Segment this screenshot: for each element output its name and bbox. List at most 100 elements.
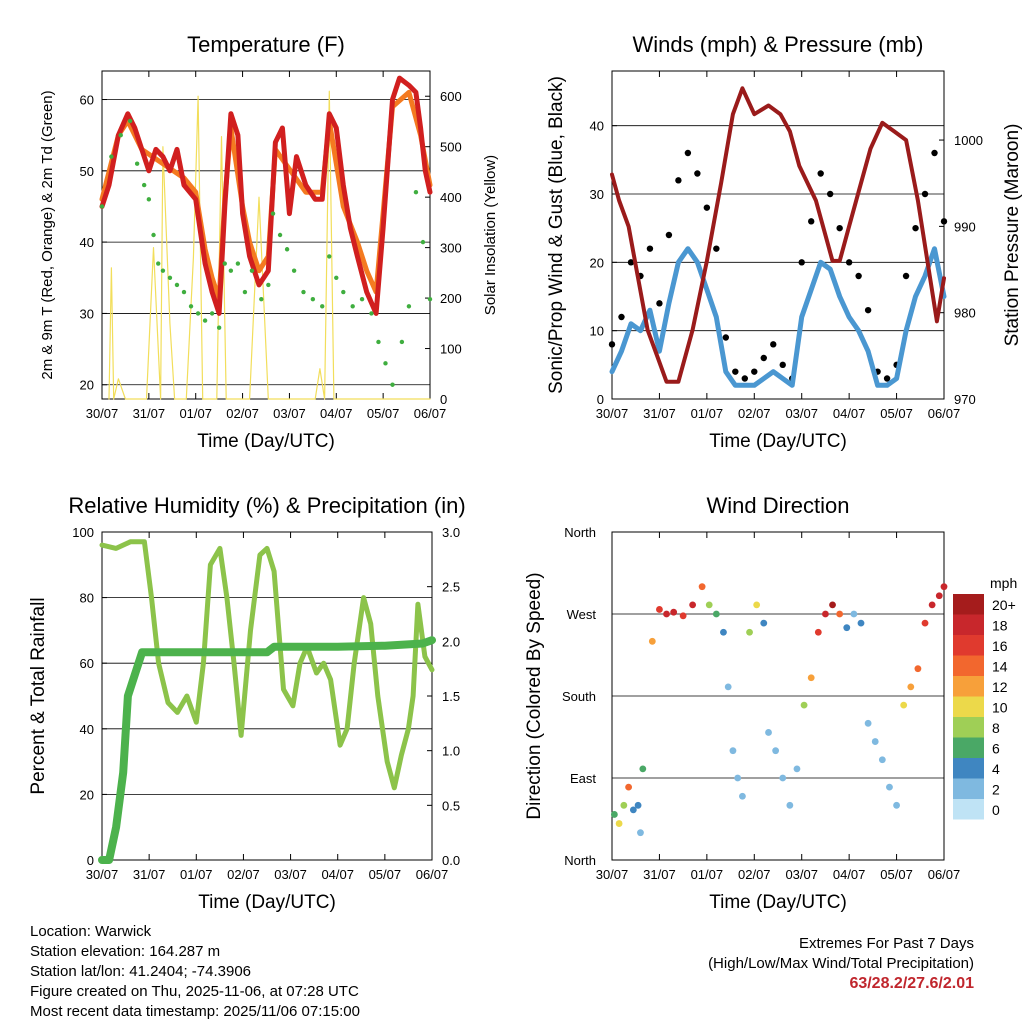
x-tick-label: 31/07 (133, 867, 166, 882)
dewpoint-point (249, 268, 255, 273)
y2-tick-label: 0 (440, 392, 447, 407)
legend-swatch (953, 614, 984, 635)
chart-title: Winds (mph) & Pressure (mb) (633, 32, 924, 57)
x-tick-label: 30/07 (86, 867, 119, 882)
y2-tick-label: 2.0 (442, 634, 460, 649)
x-tick-label: 30/07 (596, 867, 629, 882)
dewpoint-point (156, 261, 161, 266)
x-tick-label: 31/07 (643, 406, 676, 421)
gust-point (836, 224, 843, 232)
x-tick-label: 05/07 (367, 406, 400, 421)
direction-point (648, 637, 656, 645)
y-tick-label: 20 (80, 378, 94, 393)
gust-point (741, 375, 748, 382)
dewpoint-point (134, 161, 140, 166)
x-tick-label: 03/07 (274, 867, 307, 882)
direction-point (698, 583, 706, 591)
gust-point (921, 190, 929, 198)
gust-point (713, 245, 720, 252)
extremes-title: Extremes For Past 7 Days (798, 935, 974, 952)
y2-tick-label: 1.5 (442, 689, 460, 704)
legend-label: 18 (992, 618, 1008, 634)
dewpoint-point (222, 261, 227, 266)
direction-point (712, 610, 720, 618)
gust-point (770, 341, 777, 348)
extremes-subtitle: (High/Low/Max Wind/Total Precipitation) (708, 955, 974, 972)
dewpoint-point (270, 211, 276, 216)
dewpoint-point (127, 118, 133, 124)
legend-label: 12 (992, 679, 1008, 695)
legend-swatch (953, 737, 984, 758)
gust-point (656, 300, 663, 307)
dewpoint-point (376, 339, 381, 345)
direction-point (639, 765, 647, 773)
dewpoint-point (99, 204, 105, 209)
dewpoint-point (195, 311, 201, 316)
direction-point (734, 774, 742, 782)
direction-point (615, 820, 623, 827)
temp-2m-line (99, 75, 433, 316)
direction-point (746, 628, 753, 636)
gust-point (703, 204, 711, 211)
dewpoint-point (420, 239, 426, 245)
x-tick-label: 01/07 (180, 867, 213, 882)
recent-text: Most recent data timestamp: 2025/11/06 0… (30, 1003, 360, 1020)
legend-label: 2 (992, 782, 1000, 798)
temperature-chart: Temperature (F) 30/07 31/07 01/07 02/07 03/07… (39, 32, 499, 452)
y2-tick-label: 0.5 (442, 798, 460, 813)
direction-point (843, 624, 851, 632)
direction-point (739, 792, 746, 800)
plot-frame (101, 70, 431, 400)
y2-tick-label: 990 (954, 219, 976, 234)
y-tick-label: 20 (590, 255, 604, 270)
direction-point (663, 610, 670, 618)
x-tick-label: 01/07 (691, 867, 724, 882)
gust-point (931, 149, 938, 157)
legend-swatch (953, 696, 984, 717)
dewpoint-point (284, 247, 290, 252)
direction-point (656, 606, 663, 613)
direction-point (914, 665, 922, 673)
latlon-text: Station lat/lon: 41.2404; -74.3906 (30, 963, 252, 980)
chart-title: Relative Humidity (%) & Precipitation (i… (68, 493, 465, 518)
direction-point (753, 601, 761, 609)
extremes-value: 63/28.2/27.6/2.01 (849, 975, 974, 992)
x-tick-label: 03/07 (785, 406, 818, 421)
x-tick-label: 04/07 (833, 867, 866, 882)
chart-title: Temperature (F) (187, 32, 345, 57)
wind-line (609, 246, 947, 388)
y2-axis-label: Solar Insolation (Yellow) (482, 155, 499, 315)
y2-tick-label: 1000 (954, 133, 983, 148)
wind-direction-chart: Wind Direction 30/07 31/07 01/07 02/07 03/07 0… (524, 493, 960, 913)
speed-legend: mph 20+ 18 16 14 12 10 8 6 4 2 0 (953, 575, 1017, 820)
gust-point (845, 259, 853, 266)
y-tick-label: 0 (87, 853, 94, 868)
y-tick-label: 30 (590, 187, 604, 202)
created-text: Figure created on Thu, 2025-11-06, at 07… (30, 983, 359, 1000)
x-axis-label: Time (Day/UTC) (198, 892, 336, 913)
x-tick-label: 02/07 (738, 406, 771, 421)
direction-point (878, 756, 886, 764)
direction-point (705, 601, 713, 609)
dewpoint-point (151, 232, 156, 238)
y-tick-label: North (564, 525, 596, 540)
dewpoint-point (334, 275, 339, 280)
y2-tick-label: 100 (440, 342, 462, 357)
y-axis-label: 2m & 9m T (Red, Orange) & 2m Td (Green) (39, 90, 56, 379)
direction-point (724, 683, 732, 691)
x-tick-label: 31/07 (643, 867, 676, 882)
x-tick-label: 05/07 (880, 406, 913, 421)
y-tick-label: 100 (72, 525, 94, 540)
gust-point (675, 177, 682, 184)
gust-point (940, 218, 948, 225)
legend-label: 6 (992, 741, 1000, 757)
gust-point (608, 341, 616, 348)
direction-point (800, 701, 808, 709)
x-tick-label: 01/07 (179, 406, 212, 421)
gust-point (817, 170, 824, 177)
humidity-precip-chart: Relative Humidity (%) & Precipitation (i… (28, 493, 466, 913)
direction-point (786, 801, 794, 809)
x-tick-label: 04/07 (320, 406, 353, 421)
direction-point (935, 592, 943, 600)
x-tick-label: 31/07 (133, 406, 166, 421)
